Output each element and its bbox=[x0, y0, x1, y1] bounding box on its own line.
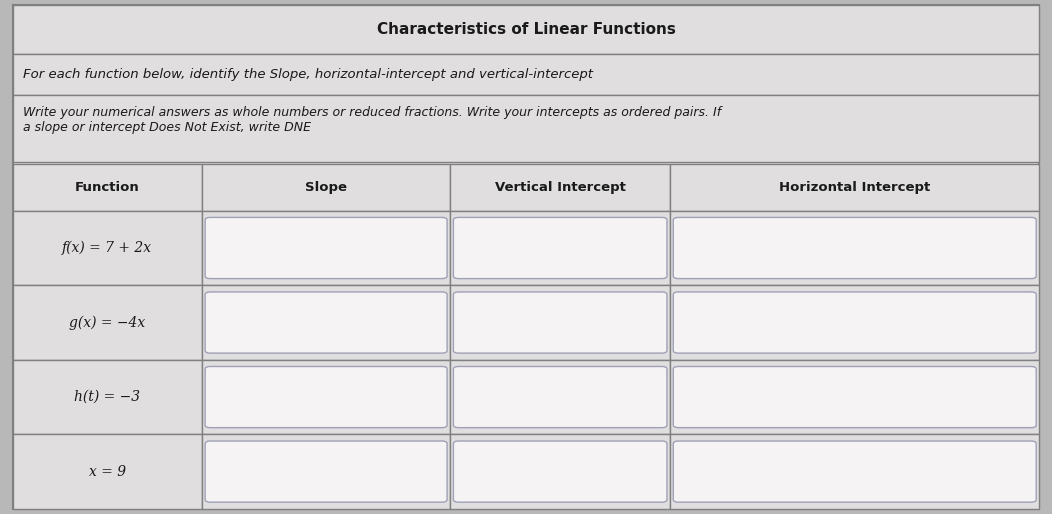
Text: h(t) = −3: h(t) = −3 bbox=[75, 390, 140, 404]
Text: Write your numerical answers as whole numbers or reduced fractions. Write your i: Write your numerical answers as whole nu… bbox=[23, 106, 722, 135]
Bar bbox=[450, 360, 670, 434]
Text: f(x) = 7 + 2x: f(x) = 7 + 2x bbox=[62, 241, 153, 255]
Text: Characteristics of Linear Functions: Characteristics of Linear Functions bbox=[377, 22, 675, 37]
Bar bbox=[202, 434, 450, 509]
Text: For each function below, identify the Slope, horizontal-intercept and vertical-i: For each function below, identify the Sl… bbox=[23, 68, 593, 81]
FancyBboxPatch shape bbox=[453, 292, 667, 353]
FancyBboxPatch shape bbox=[205, 292, 447, 353]
Bar bbox=[450, 211, 670, 285]
FancyBboxPatch shape bbox=[205, 366, 447, 428]
Bar bbox=[450, 164, 670, 211]
Bar bbox=[450, 285, 670, 360]
Bar bbox=[202, 211, 450, 285]
Bar bbox=[670, 285, 1039, 360]
Bar bbox=[13, 5, 1039, 54]
FancyBboxPatch shape bbox=[453, 366, 667, 428]
Bar bbox=[202, 285, 450, 360]
Bar bbox=[670, 164, 1039, 211]
Bar bbox=[13, 164, 202, 211]
Bar bbox=[13, 434, 202, 509]
Bar bbox=[13, 360, 202, 434]
Bar bbox=[13, 211, 202, 285]
Bar bbox=[670, 211, 1039, 285]
Text: g(x) = −4x: g(x) = −4x bbox=[69, 316, 145, 329]
FancyBboxPatch shape bbox=[205, 441, 447, 502]
Bar bbox=[670, 360, 1039, 434]
Text: Function: Function bbox=[75, 181, 140, 194]
Bar bbox=[202, 360, 450, 434]
Text: Vertical Intercept: Vertical Intercept bbox=[494, 181, 626, 194]
Text: Horizontal Intercept: Horizontal Intercept bbox=[780, 181, 930, 194]
Bar bbox=[450, 434, 670, 509]
FancyBboxPatch shape bbox=[673, 292, 1036, 353]
FancyBboxPatch shape bbox=[673, 366, 1036, 428]
FancyBboxPatch shape bbox=[673, 217, 1036, 279]
FancyBboxPatch shape bbox=[673, 441, 1036, 502]
Bar bbox=[13, 95, 1039, 162]
Bar bbox=[202, 164, 450, 211]
FancyBboxPatch shape bbox=[453, 217, 667, 279]
Bar bbox=[13, 285, 202, 360]
FancyBboxPatch shape bbox=[205, 217, 447, 279]
Bar bbox=[670, 434, 1039, 509]
Text: x = 9: x = 9 bbox=[88, 465, 126, 479]
Text: Slope: Slope bbox=[305, 181, 347, 194]
FancyBboxPatch shape bbox=[453, 441, 667, 502]
Bar bbox=[13, 54, 1039, 95]
